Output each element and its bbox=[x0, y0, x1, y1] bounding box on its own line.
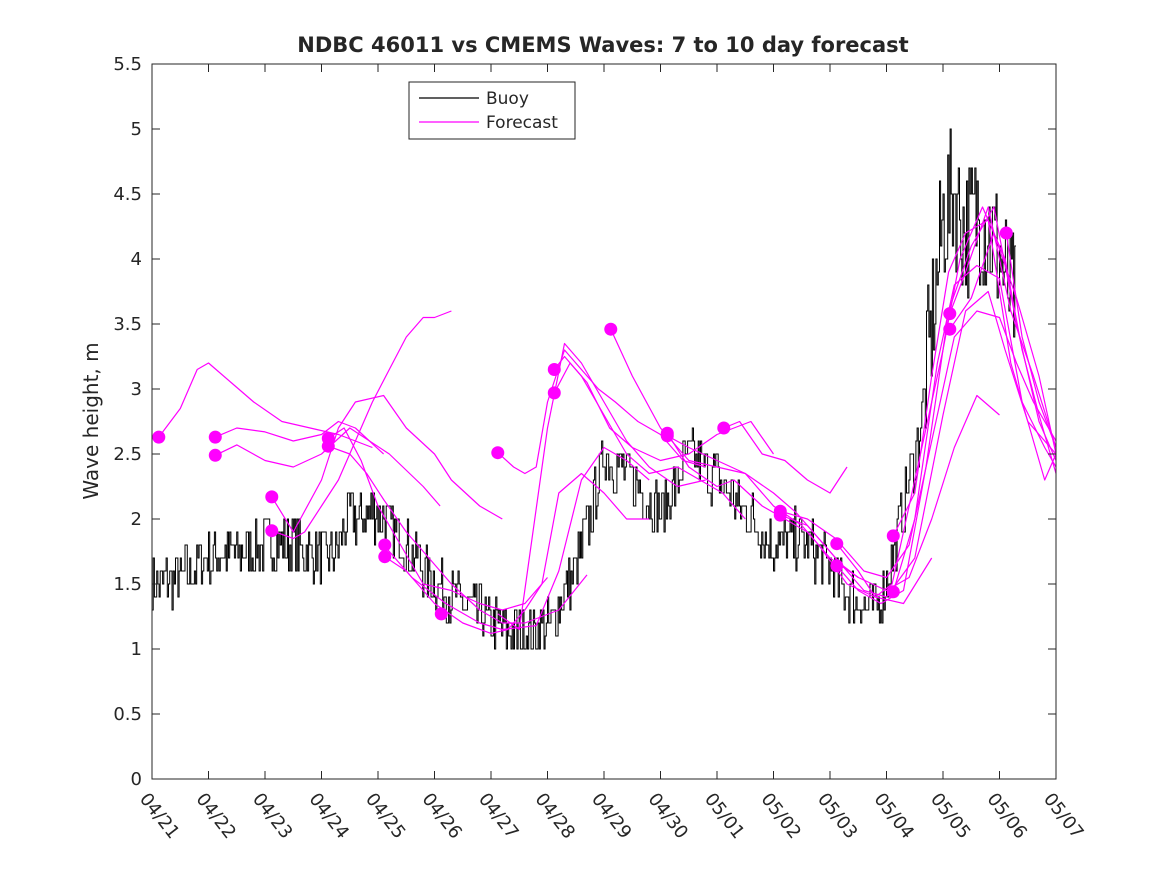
forecast-start-marker bbox=[378, 538, 392, 552]
legend: Buoy Forecast bbox=[408, 81, 576, 140]
forecast-series-line-8 bbox=[384, 472, 650, 635]
forecast-start-marker bbox=[717, 421, 731, 435]
forecast-series-line-4 bbox=[271, 394, 503, 533]
y-tick-label: 5 bbox=[131, 119, 142, 140]
forecast-series-line-19 bbox=[780, 290, 1056, 598]
forecast-start-marker bbox=[943, 322, 957, 336]
legend-item-forecast-label: Forecast bbox=[486, 113, 558, 133]
forecast-series-line-2 bbox=[215, 420, 385, 455]
y-axis-label: Wave height, m bbox=[79, 342, 103, 499]
plot-content bbox=[152, 128, 1056, 650]
forecast-start-marker bbox=[265, 524, 279, 538]
forecast-start-marker bbox=[434, 607, 448, 621]
forecast-start-marker bbox=[830, 537, 844, 551]
forecast-series-line-17 bbox=[723, 420, 848, 494]
forecast-start-marker bbox=[999, 226, 1013, 240]
forecast-series-line-10 bbox=[497, 349, 706, 475]
y-tick-label: 2.5 bbox=[113, 444, 142, 465]
forecast-start-marker bbox=[321, 439, 335, 453]
forecast-series-line-16 bbox=[666, 394, 1000, 592]
forecast-series-line-24 bbox=[949, 206, 1056, 448]
forecast-series-line-26 bbox=[1005, 232, 1056, 448]
forecast-start-marker bbox=[378, 550, 392, 564]
forecast-series-line-15 bbox=[667, 435, 933, 605]
forecast-series-line-23 bbox=[892, 264, 1056, 592]
forecast-series-line-22 bbox=[892, 219, 1056, 537]
forecast-series-line-11 bbox=[497, 342, 706, 631]
y-tick-label: 4.5 bbox=[113, 184, 142, 205]
plot-area bbox=[152, 128, 1056, 650]
y-tick-label: 3.5 bbox=[113, 314, 142, 335]
forecast-series-line-6 bbox=[327, 427, 548, 611]
y-tick-label: 0.5 bbox=[113, 704, 142, 725]
forecast-start-marker bbox=[943, 307, 957, 321]
y-tick-label: 2 bbox=[131, 509, 142, 530]
y-tick-label: 4 bbox=[131, 249, 142, 270]
forecast-series-line-5 bbox=[271, 310, 452, 540]
y-tick-label: 5.5 bbox=[113, 54, 142, 75]
forecast-series-line-13 bbox=[553, 362, 774, 462]
forecast-start-marker bbox=[208, 430, 222, 444]
forecast-start-marker bbox=[547, 363, 561, 376]
forecast-series-line-25 bbox=[949, 232, 1056, 455]
forecast-start-marker bbox=[491, 446, 505, 460]
buoy-series-line bbox=[152, 128, 1016, 650]
legend-item-buoy-label: Buoy bbox=[486, 89, 529, 109]
forecast-start-marker bbox=[660, 426, 674, 440]
forecast-start-marker bbox=[773, 508, 787, 522]
y-tick-label: 1.5 bbox=[113, 574, 142, 595]
y-tick-label: 1 bbox=[131, 639, 142, 660]
chart-title: NDBC 46011 vs CMEMS Waves: 7 to 10 day f… bbox=[297, 33, 908, 57]
forecast-series-line-9 bbox=[384, 446, 650, 631]
forecast-start-marker bbox=[265, 490, 279, 504]
y-tick-label: 0 bbox=[131, 769, 142, 790]
forecast-series-line-1 bbox=[158, 362, 373, 449]
forecast-series-line-3 bbox=[215, 427, 441, 507]
forecast-series-line-7 bbox=[328, 445, 588, 624]
legend-box bbox=[408, 81, 576, 140]
forecast-start-marker bbox=[208, 448, 222, 462]
y-tick-label: 3 bbox=[131, 379, 142, 400]
forecast-start-marker bbox=[830, 559, 844, 573]
forecast-start-marker bbox=[604, 322, 618, 336]
forecast-start-marker bbox=[886, 585, 900, 599]
forecast-start-marker bbox=[152, 430, 166, 444]
forecast-start-marker bbox=[886, 529, 900, 543]
forecast-start-marker bbox=[547, 386, 561, 400]
